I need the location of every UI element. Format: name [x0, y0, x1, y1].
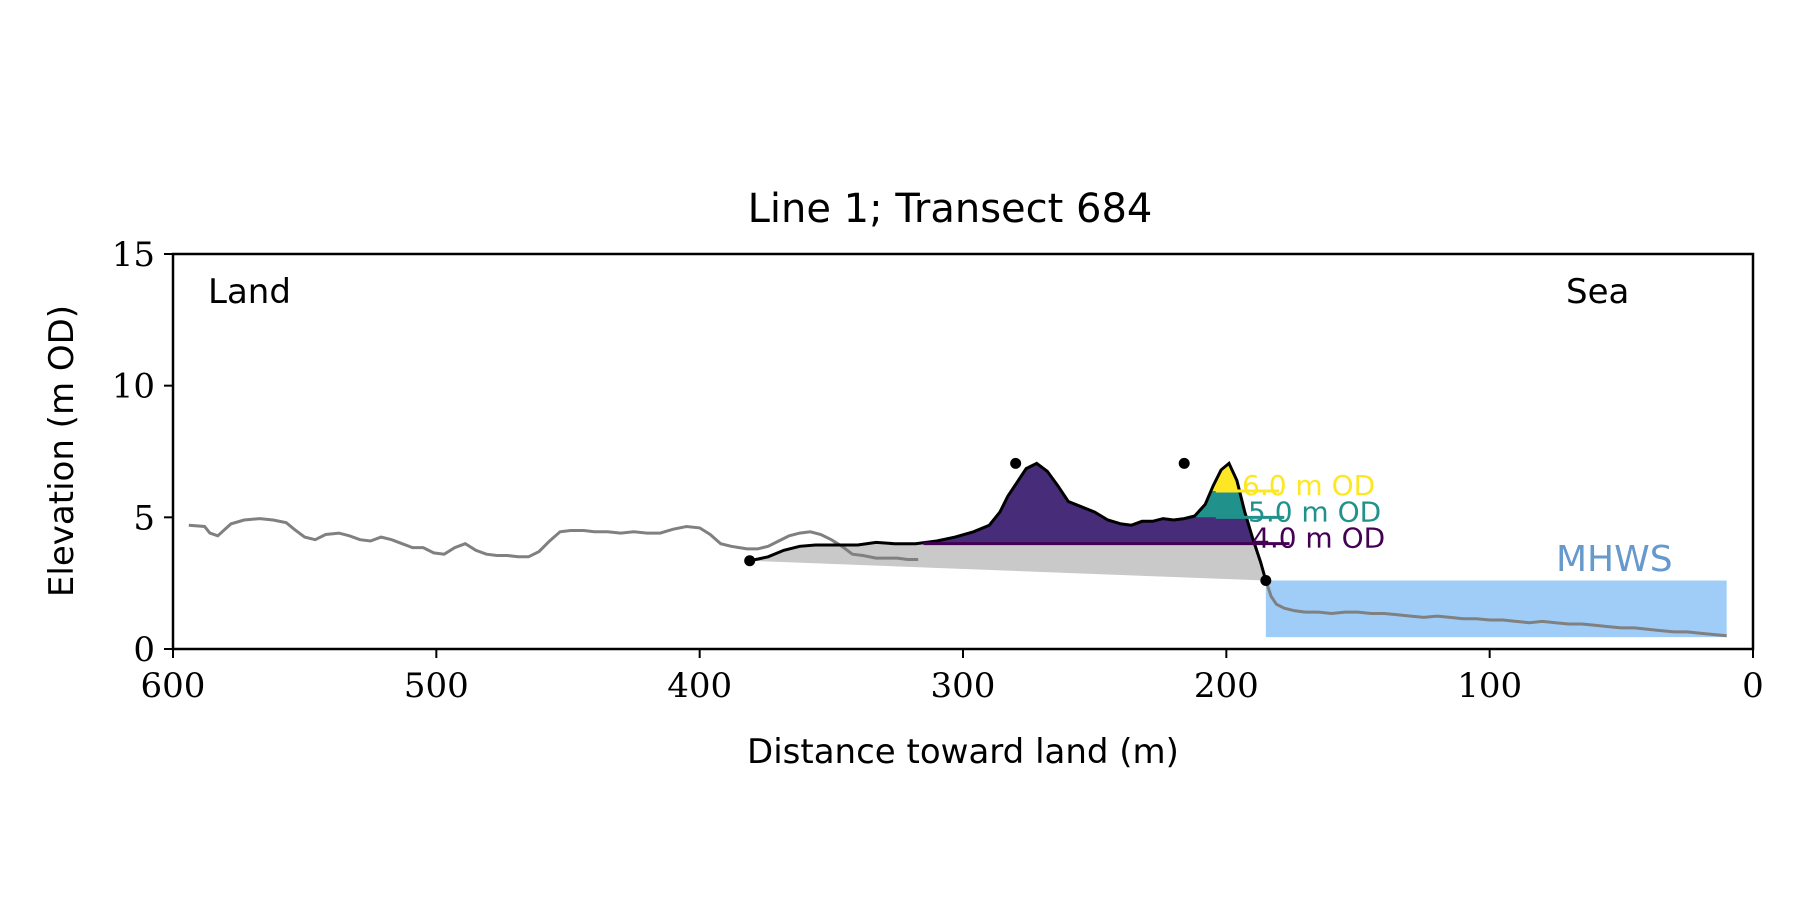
level-label-2: 6.0 m OD	[1242, 469, 1375, 502]
x-axis-label: Distance toward land (m)	[747, 732, 1179, 772]
level-labels: 4.0 m OD5.0 m OD6.0 m OD MHWS	[1242, 469, 1673, 580]
profile-seaward-line	[1264, 580, 1727, 638]
profile-markers	[744, 457, 1272, 587]
area-fills	[749, 463, 1727, 638]
x-tick-label: 500	[404, 666, 469, 706]
profile-marker-2	[1010, 457, 1022, 469]
x-tick-label: 400	[667, 666, 732, 706]
x-tick-label: 600	[141, 666, 206, 706]
profile-dune-line	[749, 461, 1268, 581]
mhws-band	[1265, 580, 1727, 638]
level-5-band	[1190, 491, 1247, 518]
x-tick-label: 0	[1742, 666, 1764, 706]
profile-marker-1	[1260, 575, 1272, 587]
x-tick-label: 300	[931, 666, 996, 706]
mhws-label: MHWS	[1556, 539, 1673, 580]
dune-volume-fill	[866, 463, 1255, 544]
plot-area: 4.0 m OD5.0 m OD6.0 m OD MHWS	[188, 457, 1727, 638]
y-tick-label: 15	[112, 235, 155, 275]
sea-label: Sea	[1566, 272, 1629, 312]
y-tick-label: 10	[112, 367, 155, 407]
chart-title: Line 1; Transect 684	[748, 186, 1153, 232]
x-axis-ticks: 600 500 400 300 200 100 0	[141, 649, 1764, 706]
profile-landward-line	[188, 517, 919, 561]
y-tick-label: 0	[133, 630, 155, 670]
y-axis-ticks: 0 5 10 15	[112, 235, 173, 670]
y-tick-label: 5	[133, 498, 155, 538]
x-tick-label: 100	[1457, 666, 1522, 706]
land-label: Land	[208, 272, 291, 312]
level-label-1: 5.0 m OD	[1248, 495, 1381, 528]
profile-marker-3	[1178, 457, 1190, 469]
profile-lines	[188, 461, 1727, 638]
x-tick-label: 200	[1194, 666, 1259, 706]
level-label-0: 4.0 m OD	[1252, 522, 1385, 555]
profile-marker-0	[744, 555, 756, 567]
y-axis-label: Elevation (m OD)	[42, 305, 82, 597]
